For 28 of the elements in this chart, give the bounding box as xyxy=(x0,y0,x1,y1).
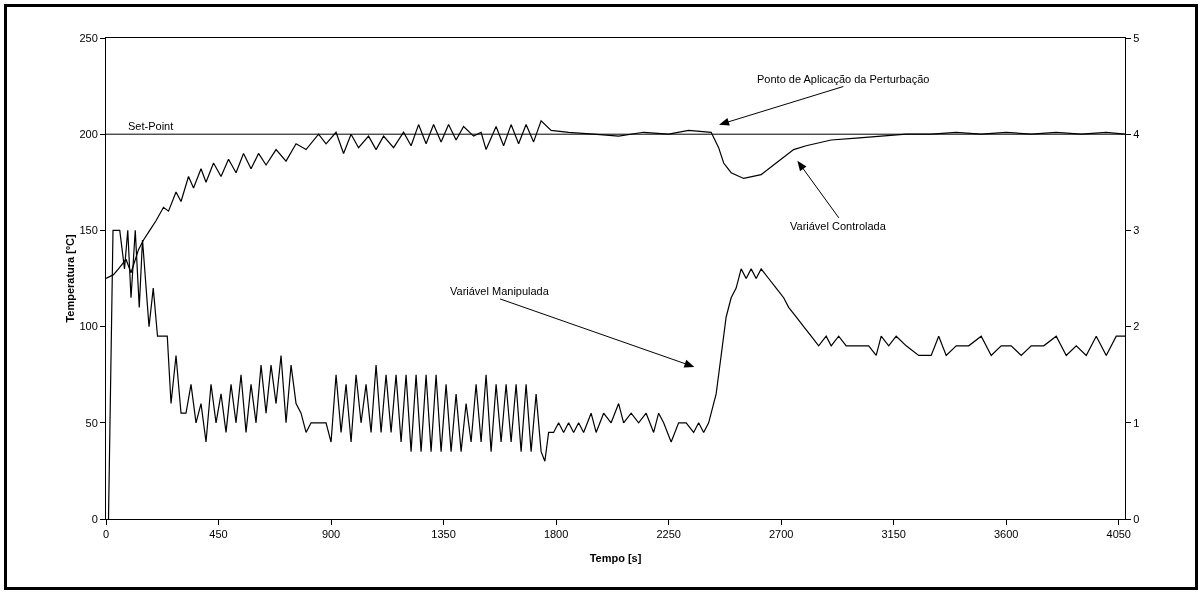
y-tick-label: 0 xyxy=(91,512,98,525)
y2-tick-label: 1 xyxy=(1133,416,1140,429)
annotation: Variável Manipulada xyxy=(450,285,550,297)
x-axis-title: Tempo [s] xyxy=(589,552,642,564)
y-tick-label: 150 xyxy=(79,224,98,237)
y-tick-label: 250 xyxy=(79,31,98,44)
x-tick-label: 0 xyxy=(102,528,110,541)
y-tick-label: 200 xyxy=(79,128,98,141)
y2-tick-label: 0 xyxy=(1133,512,1140,525)
annotation: Ponto de Aplicação da Perturbação xyxy=(757,73,930,85)
x-tick-label: 1350 xyxy=(431,528,456,541)
x-tick-label: 3600 xyxy=(993,528,1019,541)
x-tick-label: 2250 xyxy=(656,528,681,541)
y2-tick-label: 4 xyxy=(1133,128,1140,141)
y2-tick-label: 2 xyxy=(1133,320,1140,333)
annotation: Variável Controlada xyxy=(790,220,887,232)
x-tick-label: 450 xyxy=(209,528,228,541)
x-tick-label: 900 xyxy=(321,528,341,541)
ref-line-label: Set-Point xyxy=(128,120,174,132)
x-tick-label: 4050 xyxy=(1106,528,1131,541)
y2-tick-label: 3 xyxy=(1133,224,1140,237)
y-tick-label: 50 xyxy=(85,416,98,429)
y-axis-title: Temperatura [ºC] xyxy=(64,234,76,323)
x-tick-label: 3150 xyxy=(881,528,906,541)
y-tick-label: 100 xyxy=(79,320,98,333)
x-tick-label: 1800 xyxy=(543,528,569,541)
x-tick-label: 2700 xyxy=(768,528,794,541)
y2-tick-label: 5 xyxy=(1133,31,1140,44)
